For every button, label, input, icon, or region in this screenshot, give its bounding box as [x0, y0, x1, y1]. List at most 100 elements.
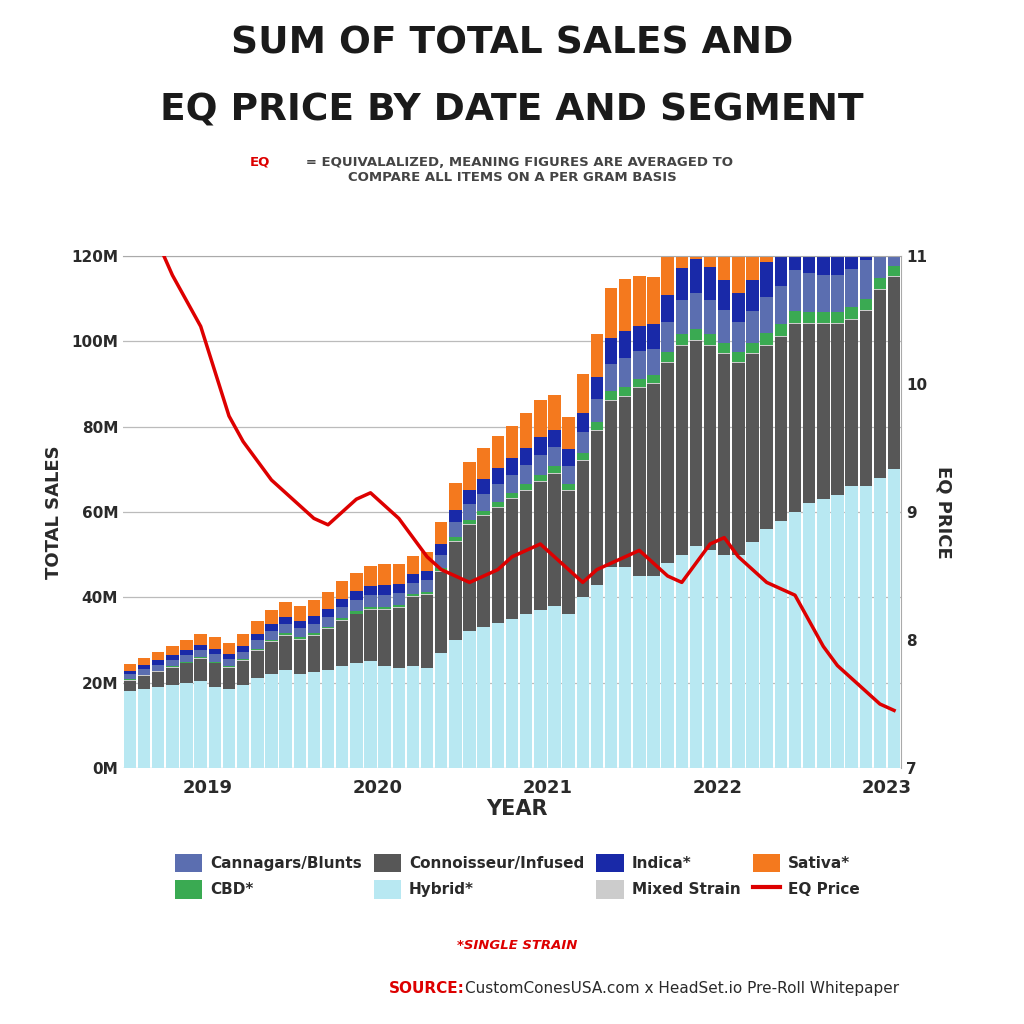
Bar: [237, 659, 250, 660]
Bar: [265, 642, 278, 674]
Bar: [605, 567, 617, 768]
Bar: [703, 345, 717, 551]
Bar: [831, 275, 844, 312]
Bar: [265, 631, 278, 640]
Bar: [817, 324, 829, 325]
Text: = EQUIVALALIZED, MEANING FIGURES ARE AVERAGED TO
COMPARE ALL ITEMS ON A PER GRAM: = EQUIVALALIZED, MEANING FIGURES ARE AVE…: [292, 156, 732, 183]
Bar: [732, 361, 744, 362]
Bar: [633, 275, 645, 326]
Bar: [888, 469, 900, 768]
Bar: [746, 354, 759, 542]
Bar: [761, 195, 773, 262]
Bar: [251, 678, 263, 768]
Bar: [477, 449, 489, 479]
Bar: [774, 325, 787, 336]
Bar: [662, 323, 674, 352]
Bar: [209, 637, 221, 649]
Bar: [788, 231, 801, 270]
Bar: [180, 655, 193, 662]
Bar: [492, 507, 504, 508]
Bar: [152, 665, 165, 671]
Bar: [336, 618, 348, 620]
Bar: [831, 495, 844, 768]
Bar: [379, 564, 391, 585]
Bar: [124, 674, 136, 679]
Bar: [280, 625, 292, 634]
Bar: [506, 618, 518, 768]
Bar: [294, 674, 306, 768]
Bar: [873, 289, 886, 290]
Bar: [591, 431, 603, 585]
Bar: [195, 634, 207, 645]
Bar: [618, 332, 632, 358]
Bar: [152, 672, 165, 687]
Bar: [873, 278, 886, 289]
Bar: [379, 606, 391, 609]
Bar: [463, 524, 476, 632]
Bar: [407, 594, 419, 596]
Bar: [605, 364, 617, 391]
Bar: [492, 468, 504, 484]
Text: EQ PRICE BY DATE AND SEGMENT: EQ PRICE BY DATE AND SEGMENT: [160, 92, 864, 128]
Bar: [535, 455, 547, 475]
Bar: [803, 165, 815, 236]
Bar: [618, 358, 632, 387]
Bar: [831, 173, 844, 241]
Bar: [463, 632, 476, 768]
Bar: [365, 566, 377, 586]
Bar: [548, 395, 561, 430]
Bar: [846, 160, 858, 231]
Bar: [618, 387, 632, 395]
Bar: [350, 572, 362, 592]
Bar: [280, 602, 292, 617]
Bar: [365, 595, 377, 607]
Bar: [633, 379, 645, 387]
Bar: [477, 494, 489, 511]
Bar: [365, 662, 377, 768]
Bar: [562, 466, 574, 483]
Bar: [562, 450, 574, 466]
Bar: [633, 388, 645, 575]
Bar: [831, 325, 844, 495]
Bar: [803, 236, 815, 272]
Bar: [307, 633, 321, 635]
Bar: [223, 666, 236, 667]
Bar: [562, 490, 574, 614]
Text: EQ: EQ: [250, 156, 270, 169]
Bar: [506, 426, 518, 459]
Bar: [392, 668, 406, 768]
Bar: [180, 640, 193, 650]
Bar: [124, 681, 136, 691]
Bar: [774, 520, 787, 768]
Bar: [788, 156, 801, 231]
Bar: [676, 345, 688, 555]
Bar: [492, 623, 504, 768]
Bar: [492, 502, 504, 507]
Bar: [294, 622, 306, 629]
Bar: [520, 490, 532, 614]
Bar: [407, 574, 419, 584]
Bar: [703, 300, 717, 334]
Bar: [463, 462, 476, 490]
Bar: [450, 510, 462, 522]
Bar: [548, 473, 561, 606]
Y-axis label: EQ PRICE: EQ PRICE: [935, 466, 952, 558]
Bar: [703, 344, 717, 345]
Bar: [265, 674, 278, 768]
Bar: [350, 592, 362, 600]
Bar: [746, 221, 759, 281]
Bar: [647, 325, 659, 349]
Bar: [280, 634, 292, 635]
Text: SUM OF TOTAL SALES AND: SUM OF TOTAL SALES AND: [230, 26, 794, 61]
Bar: [873, 242, 886, 278]
Bar: [548, 606, 561, 768]
Bar: [124, 665, 136, 671]
Bar: [336, 607, 348, 618]
Bar: [294, 640, 306, 674]
Bar: [138, 666, 151, 670]
Bar: [888, 266, 900, 276]
Bar: [392, 608, 406, 668]
Bar: [873, 290, 886, 478]
Bar: [817, 173, 829, 241]
Bar: [407, 584, 419, 594]
